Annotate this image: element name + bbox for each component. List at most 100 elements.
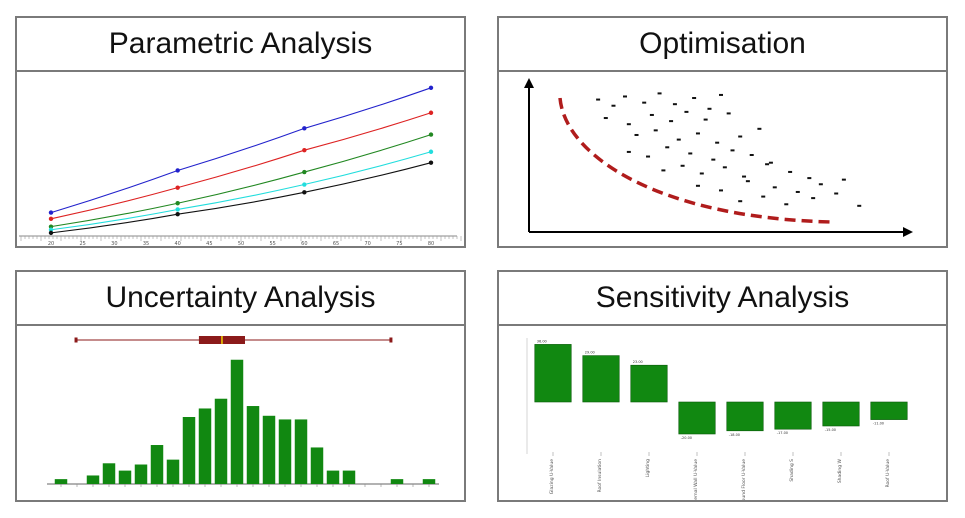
data-point	[48, 230, 54, 236]
solution-point	[703, 118, 708, 121]
data-point	[175, 207, 180, 212]
solution-point	[795, 190, 800, 193]
data-point	[302, 190, 307, 195]
data-point	[175, 185, 180, 190]
data-point	[428, 85, 434, 90]
category-label: Roof U-Value	[885, 459, 891, 488]
solution-point	[811, 197, 816, 200]
solution-point	[818, 183, 823, 186]
uncertainty-histogram-chart	[47, 336, 439, 487]
solution-point	[676, 138, 681, 141]
category-label: Ground Floor U-Value	[741, 459, 747, 500]
pareto-front-curve	[558, 97, 833, 224]
solution-point	[684, 110, 689, 113]
category-label: Lighting	[645, 459, 651, 477]
bar-value-label: -11.00	[873, 422, 884, 426]
solution-point	[757, 127, 762, 130]
histogram-bar	[118, 470, 132, 484]
data-point	[48, 224, 54, 229]
bar-value-label: 29.00	[585, 351, 595, 355]
solution-point	[642, 101, 647, 104]
solution-point	[692, 97, 697, 100]
category-label: External Wall U-Value	[693, 459, 699, 500]
solution-point	[841, 178, 846, 181]
solution-point	[688, 152, 693, 155]
data-point	[302, 148, 307, 153]
solution-point	[665, 146, 670, 149]
data-point	[428, 149, 434, 154]
x-tick-label: 45	[206, 241, 212, 246]
data-point	[175, 211, 180, 217]
histogram-bar	[214, 398, 228, 484]
x-tick-label: 35	[143, 241, 149, 246]
category-label: Glazing U-Value	[549, 459, 555, 494]
x-tick-label: 50	[238, 241, 244, 246]
histogram-bar	[390, 479, 404, 484]
solution-point	[765, 163, 770, 166]
series-line	[50, 112, 432, 220]
data-point	[302, 182, 307, 187]
x-axis-arrowhead	[903, 227, 913, 237]
histogram-bar	[230, 359, 244, 484]
x-tick-label: 30	[111, 241, 117, 246]
solution-point	[603, 117, 608, 120]
solution-point	[788, 170, 793, 173]
boxplot-whisker-cap-high	[389, 337, 393, 343]
series-line	[50, 162, 432, 234]
data-point	[428, 160, 434, 165]
parametric-analysis-title: Parametric Analysis	[17, 18, 464, 72]
sensitivity-bar	[726, 401, 764, 432]
series-line	[50, 87, 432, 214]
solution-point	[711, 158, 716, 161]
histogram-bar	[198, 408, 212, 484]
solution-point	[611, 104, 616, 107]
solution-point	[695, 184, 700, 187]
solution-point	[657, 92, 662, 95]
solution-point	[738, 135, 743, 138]
histogram-bar	[102, 463, 116, 484]
solution-point	[857, 204, 862, 207]
histogram-bar	[422, 479, 436, 484]
solution-point	[738, 200, 743, 203]
histogram-bar	[278, 419, 292, 484]
bar-value-label: -18.00	[729, 433, 740, 437]
histogram-bar	[246, 406, 260, 484]
solution-point	[768, 161, 773, 164]
uncertainty-analysis-panel: Uncertainty Analysis	[15, 270, 466, 502]
solution-point	[834, 192, 839, 195]
bar-value-label: -17.00	[777, 431, 788, 435]
solution-point	[719, 93, 723, 96]
solution-point	[653, 129, 658, 132]
solution-point	[784, 203, 789, 206]
x-tick-label: 40	[174, 241, 180, 246]
histogram-bar	[54, 479, 68, 484]
solution-point	[626, 150, 631, 153]
histogram-bar	[294, 419, 308, 484]
data-point	[175, 168, 180, 173]
histogram-bar	[310, 447, 324, 484]
uncertainty-analysis-title: Uncertainty Analysis	[17, 272, 464, 326]
solution-point	[722, 166, 727, 169]
sensitivity-bar	[822, 401, 860, 427]
bar-value-label: -20.00	[681, 436, 692, 440]
optimisation-title: Optimisation	[499, 18, 946, 72]
solution-point	[646, 155, 651, 158]
data-point	[48, 216, 54, 222]
histogram-bar	[150, 445, 164, 484]
optimisation-scatter-chart	[524, 78, 913, 237]
sensitivity-bar	[630, 364, 668, 403]
histogram-bar	[86, 475, 100, 484]
solution-point	[772, 186, 777, 189]
sensitivity-bar	[678, 401, 716, 435]
data-point	[302, 126, 307, 131]
solution-point	[699, 172, 704, 175]
sensitivity-bar	[582, 355, 620, 403]
solution-point	[634, 133, 639, 136]
data-point	[428, 132, 434, 137]
sensitivity-analysis-panel: Sensitivity Analysis 36.00 Glazing U-Valu…	[497, 270, 948, 502]
sensitivity-bar	[774, 401, 812, 430]
sensitivity-bar	[870, 401, 908, 420]
histogram-bar	[342, 470, 356, 484]
sensitivity-bar-chart: 36.00 Glazing U-Value 29.00 Roof Insulation…	[526, 338, 908, 500]
bar-value-label: 36.00	[537, 339, 547, 343]
